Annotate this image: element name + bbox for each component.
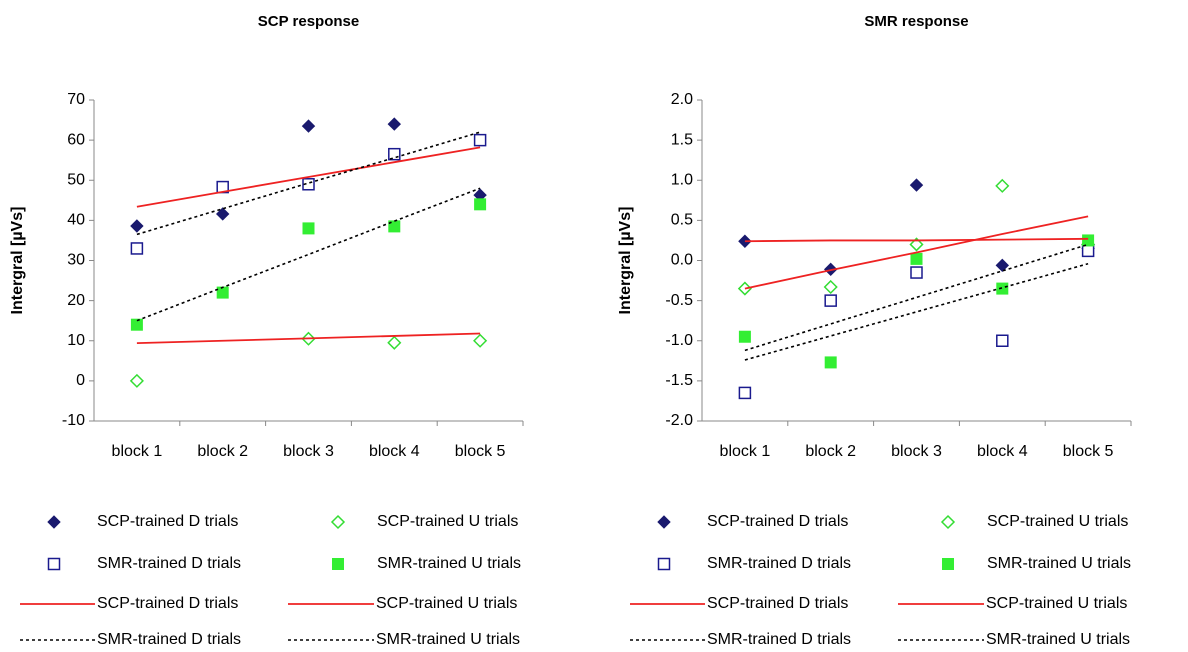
- data-point: [302, 222, 315, 235]
- data-point: [1082, 234, 1095, 247]
- data-point: [995, 258, 1010, 273]
- data-point: [215, 207, 230, 221]
- y-tick-label: 1.5: [671, 131, 693, 148]
- legend-label: SCP-trained D trials: [97, 513, 238, 530]
- data-point: [130, 242, 144, 255]
- y-tick-label: 0: [76, 372, 85, 389]
- y-tick-label: 50: [67, 171, 85, 188]
- y-tick-label: 20: [67, 292, 85, 309]
- data-point: [824, 294, 837, 307]
- data-point: [910, 266, 923, 279]
- y-tick-label: 0.0: [671, 252, 693, 269]
- data-point: [130, 219, 144, 233]
- data-point: [995, 178, 1010, 193]
- chart-title: SCP response: [258, 13, 359, 30]
- data-point: [387, 335, 402, 350]
- y-axis-label: Intergral [µVs]: [9, 207, 26, 315]
- data-point: [301, 119, 316, 133]
- y-tick-label: 2.0: [671, 91, 693, 108]
- data-point: [474, 198, 487, 211]
- y-tick-label: 40: [67, 212, 85, 229]
- x-tick-label: block 2: [197, 443, 248, 460]
- data-point: [473, 133, 487, 147]
- y-tick-label: -1.0: [665, 332, 693, 349]
- legend-marker: [940, 514, 956, 530]
- trend-line: [744, 237, 1089, 243]
- data-point: [130, 318, 143, 331]
- legend-marker: [330, 514, 346, 530]
- legend-marker: [47, 557, 61, 571]
- y-tick-label: 1.0: [671, 171, 693, 188]
- legend-marker: [332, 558, 344, 570]
- y-tick-label: 10: [67, 332, 85, 349]
- data-point: [909, 178, 924, 192]
- legend-label: SCP-trained D trials: [97, 595, 238, 612]
- trend-line: [136, 146, 481, 208]
- data-point: [129, 373, 144, 388]
- data-point: [996, 334, 1009, 347]
- x-tick-label: block 1: [720, 443, 771, 460]
- x-tick-label: block 5: [455, 443, 506, 460]
- legend-label: SCP-trained U trials: [987, 513, 1128, 530]
- legend-label: SCP-trained U trials: [986, 595, 1127, 612]
- x-tick-label: block 1: [112, 443, 163, 460]
- data-point: [387, 117, 402, 131]
- y-axis-label: Intergral [µVs]: [617, 207, 634, 315]
- data-point: [388, 147, 401, 161]
- legend-marker: [657, 557, 671, 571]
- legend-marker: [657, 515, 671, 529]
- legend-label: SMR-trained D trials: [97, 555, 241, 572]
- data-point: [823, 279, 838, 295]
- data-point: [738, 330, 751, 343]
- data-point: [910, 252, 923, 265]
- x-tick-label: block 5: [1063, 443, 1114, 460]
- data-point: [1081, 244, 1095, 258]
- x-tick-label: block 3: [891, 443, 942, 460]
- data-point: [216, 286, 229, 299]
- legend-label: SMR-trained U trials: [376, 631, 520, 648]
- data-point: [738, 386, 752, 400]
- legend-label: SMR-trained U trials: [377, 555, 521, 572]
- trend-line: [136, 187, 481, 322]
- data-point: [473, 333, 488, 348]
- legend-marker: [47, 515, 61, 529]
- y-tick-label: 0.5: [671, 212, 693, 229]
- x-tick-label: block 3: [283, 443, 334, 460]
- y-tick-label: -10: [62, 412, 85, 429]
- y-tick-label: 70: [67, 91, 85, 108]
- y-tick-label: 30: [67, 252, 85, 269]
- legend-label: SMR-trained U trials: [986, 631, 1130, 648]
- legend-label: SMR-trained D trials: [707, 631, 851, 648]
- legend-label: SMR-trained D trials: [97, 631, 241, 648]
- trend-line: [136, 332, 481, 345]
- legend-label: SCP-trained U trials: [376, 595, 517, 612]
- y-tick-label: 60: [67, 131, 85, 148]
- y-tick-label: -2.0: [665, 412, 693, 429]
- trend-line: [744, 215, 1089, 290]
- data-point: [909, 237, 924, 252]
- data-point: [996, 282, 1009, 295]
- y-tick-label: -1.5: [665, 372, 693, 389]
- legend-label: SMR-trained D trials: [707, 555, 851, 572]
- x-tick-label: block 4: [977, 443, 1028, 460]
- legend-label: SCP-trained D trials: [707, 595, 848, 612]
- y-tick-label: -0.5: [665, 292, 693, 309]
- x-tick-label: block 2: [805, 443, 856, 460]
- legend-label: SCP-trained U trials: [377, 513, 518, 530]
- legend-marker: [942, 558, 954, 570]
- x-tick-label: block 4: [369, 443, 420, 460]
- data-point: [302, 178, 315, 191]
- data-point: [824, 356, 837, 369]
- legend-label: SCP-trained D trials: [707, 513, 848, 530]
- chart-title: SMR response: [864, 13, 968, 30]
- legend-label: SMR-trained U trials: [987, 555, 1131, 572]
